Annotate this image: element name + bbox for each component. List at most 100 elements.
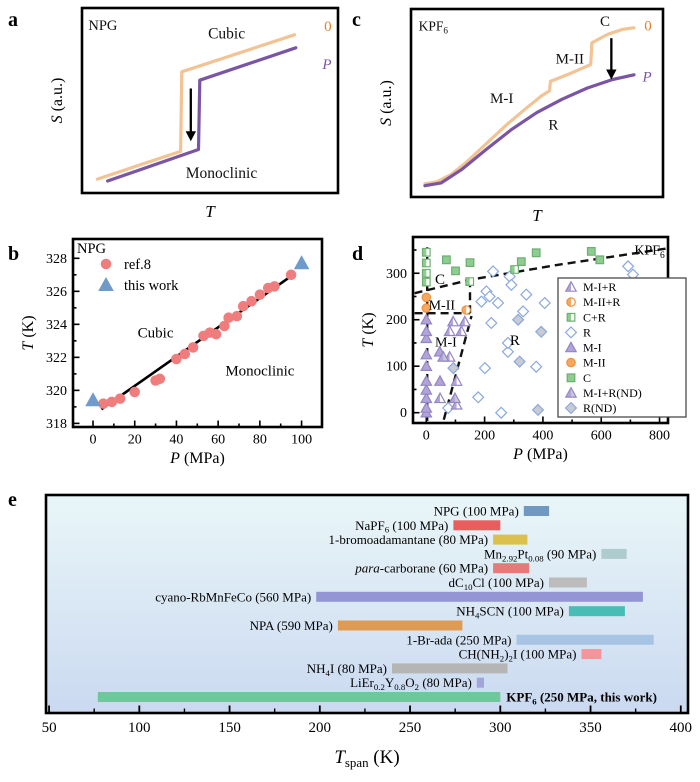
x-tick-label: 0 bbox=[90, 433, 97, 448]
plot-frame bbox=[409, 7, 665, 199]
marker-M-II bbox=[421, 292, 432, 303]
bar-label: KPF6 (250 MPa, this work) bbox=[506, 690, 657, 707]
marker-this work bbox=[293, 255, 310, 270]
marker-ref.8 bbox=[187, 342, 199, 353]
x-axis-title: P (MPa) bbox=[169, 450, 225, 467]
marker-C+R bbox=[465, 277, 475, 287]
panel-b-scatter-chart: 0 20 40 60 80 100 318 320 322 324 326 328 Cubic Monoc… bbox=[20, 237, 324, 467]
marker-M-I+R bbox=[455, 324, 468, 337]
tspan-bar bbox=[516, 634, 654, 645]
x-tick-label: 400 bbox=[670, 720, 693, 736]
tspan-bar bbox=[453, 520, 501, 531]
marker-ref.8 bbox=[114, 393, 126, 404]
panel-letter-b: b bbox=[8, 243, 19, 265]
x-tick-label: 150 bbox=[218, 720, 241, 736]
y-tick-label: 300 bbox=[386, 267, 407, 282]
y-axis-title: T (K) bbox=[20, 315, 37, 350]
marker-M-II+R bbox=[461, 305, 472, 315]
plot-label: C bbox=[600, 14, 610, 30]
panel-letter-c: c bbox=[352, 9, 361, 31]
marker-ref.8 bbox=[223, 312, 234, 323]
panel-letter-a: a bbox=[8, 9, 18, 31]
legend-marker-M-I+R(ND) bbox=[564, 386, 578, 398]
marker-M-I+R bbox=[450, 374, 463, 386]
legend-label: M-II+R bbox=[583, 295, 620, 309]
y-tick-label: 324 bbox=[46, 318, 67, 333]
marker-ref.8 bbox=[154, 373, 166, 385]
tspan-bar bbox=[568, 606, 625, 617]
plot-frame bbox=[71, 237, 324, 429]
legend-marker-C bbox=[566, 373, 576, 383]
marker-R bbox=[621, 260, 635, 273]
x-tick-label: 100 bbox=[128, 720, 151, 736]
marker-R bbox=[516, 305, 530, 318]
marker-R bbox=[485, 316, 498, 330]
marker-ref.8 bbox=[171, 353, 182, 365]
marker-C bbox=[516, 257, 526, 267]
legend-marker-M-II+R bbox=[566, 297, 576, 307]
bar-label: NH4SCN (100 MPa) bbox=[456, 604, 564, 621]
y-axis-title: S (a.u.) bbox=[378, 80, 395, 126]
marker-R bbox=[483, 290, 496, 303]
marker-ref.8 bbox=[246, 295, 257, 307]
marker-M-I bbox=[420, 359, 433, 372]
panel-letter-d: d bbox=[352, 243, 363, 265]
marker-C+R bbox=[421, 258, 431, 268]
marker-M-I+R bbox=[433, 391, 447, 404]
panel-c-schematic-chart: KPF6 C M-II M-I R 0 P T S (a.u.) bbox=[378, 7, 665, 225]
marker-R bbox=[478, 361, 492, 375]
legend-marker-M-I+R bbox=[564, 280, 578, 292]
arrowhead-icon bbox=[606, 69, 617, 80]
marker-C bbox=[595, 255, 605, 265]
legend-box bbox=[557, 277, 687, 418]
marker-C+R bbox=[421, 247, 431, 257]
marker-R(ND) bbox=[511, 313, 525, 326]
legend-label: R bbox=[583, 325, 591, 339]
region-label: M-II bbox=[429, 299, 456, 314]
bar-label: CH(NH2)2I (100 MPa) bbox=[459, 647, 577, 664]
x-tick-label: 80 bbox=[253, 433, 267, 448]
plot-label: P bbox=[642, 69, 652, 85]
marker-ref.8 bbox=[285, 269, 297, 281]
plot-label: KPF6 bbox=[419, 19, 449, 36]
legend-marker-C+R bbox=[566, 312, 576, 322]
legend-marker-M-I bbox=[564, 341, 578, 353]
tspan-bar bbox=[337, 620, 463, 631]
legend-label: M-I bbox=[583, 341, 602, 355]
plot-label: 0 bbox=[644, 19, 652, 35]
marker-R bbox=[471, 391, 485, 404]
legend-marker-M-II bbox=[566, 357, 576, 368]
compound-label: KPF6 bbox=[634, 244, 665, 261]
marker-R(ND) bbox=[513, 355, 526, 368]
arrowhead-icon bbox=[185, 131, 196, 142]
y-tick-label: 0 bbox=[400, 406, 407, 421]
marker-ref.8 bbox=[179, 348, 191, 360]
entropy-curve-P bbox=[105, 46, 298, 183]
bar-label: NaPF6 (100 MPa) bbox=[355, 518, 448, 535]
y-tick-label: 200 bbox=[386, 313, 407, 328]
y-tick-label: 328 bbox=[46, 252, 67, 267]
bar-label: Mn2.92Pt0.08 (90 MPa) bbox=[484, 546, 596, 563]
entropy-curve-P bbox=[423, 73, 636, 188]
marker-R(ND) bbox=[531, 403, 545, 417]
marker-R bbox=[505, 278, 518, 292]
x-tick-label: 200 bbox=[474, 429, 495, 444]
x-tick-label: 300 bbox=[489, 720, 512, 736]
bar-label: para-carborane (60 MPa) bbox=[354, 561, 488, 576]
x-tick-label: 400 bbox=[532, 429, 553, 444]
legend-label: C+R bbox=[583, 310, 606, 324]
plot-frame bbox=[44, 493, 690, 715]
marker-C bbox=[451, 266, 460, 276]
bar-label: NH4I (80 MPa) bbox=[307, 661, 387, 678]
region-label: C bbox=[435, 272, 445, 288]
bar-label: 1-bromoadamantane (80 MPa) bbox=[329, 532, 489, 547]
marker-C+R bbox=[421, 268, 431, 278]
marker-M-I bbox=[420, 391, 433, 404]
y-tick-label: 322 bbox=[46, 351, 67, 366]
legend-label: this work bbox=[124, 278, 179, 294]
tspan-bar bbox=[392, 663, 508, 674]
phase-boundary-3 bbox=[414, 247, 667, 295]
bar-label: NPA (590 MPa) bbox=[250, 618, 333, 633]
